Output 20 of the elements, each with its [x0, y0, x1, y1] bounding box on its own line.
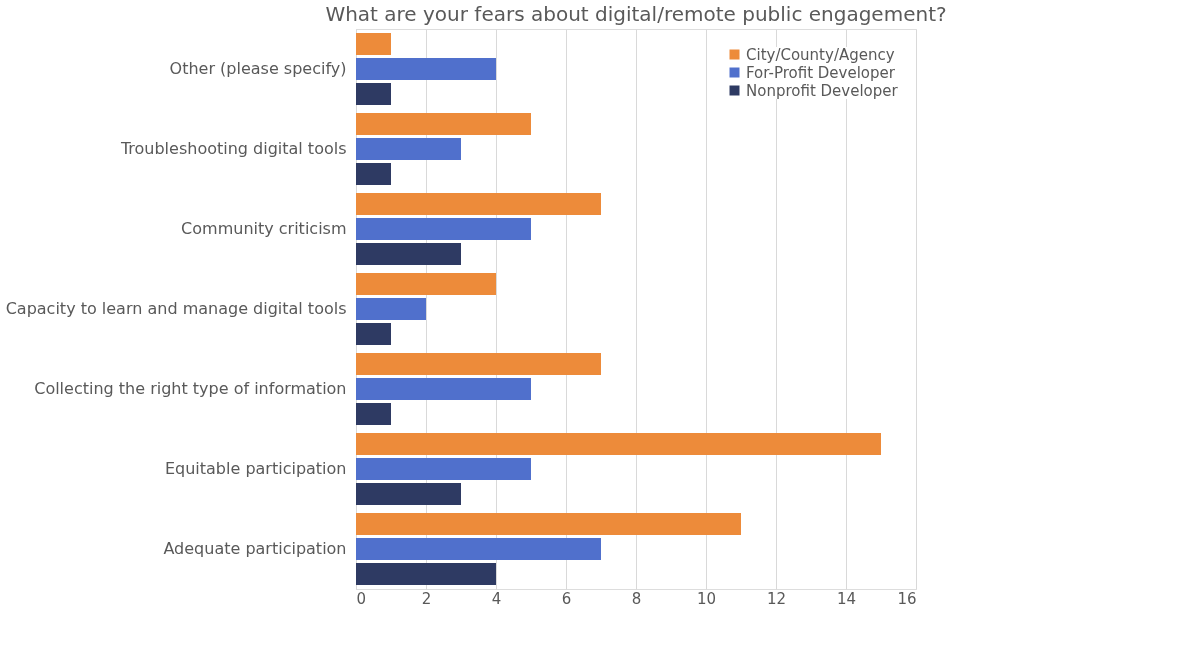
y-tick-label: Other (please specify)	[169, 59, 347, 78]
y-tick-label: Adequate participation	[163, 539, 347, 558]
y-tick-label: Equitable participation	[164, 459, 347, 478]
x-tick-label: 10	[696, 589, 717, 608]
legend-label: For-Profit Developer	[746, 63, 896, 82]
x-tick-label: 0	[356, 589, 367, 608]
y-tick-label: Capacity to learn and manage digital tools	[5, 299, 347, 318]
legend-label: City/County/Agency	[746, 45, 895, 64]
x-tick-label: 4	[491, 589, 502, 608]
x-tick-label: 6	[561, 589, 572, 608]
x-tick-label: 8	[631, 589, 642, 608]
x-tick-label: 2	[421, 589, 432, 608]
x-tick-label: 16	[897, 589, 917, 608]
legend-label: Nonprofit Developer	[746, 81, 899, 100]
x-tick-label: 12	[766, 589, 787, 608]
chart-title: What are your fears about digital/remote public engagement?	[325, 2, 947, 26]
y-tick-label: Community criticism	[181, 219, 347, 238]
x-tick-label: 14	[836, 589, 857, 608]
y-tick-label: Collecting the right type of information	[34, 379, 347, 398]
y-tick-label: Troubleshooting digital tools	[119, 139, 347, 158]
